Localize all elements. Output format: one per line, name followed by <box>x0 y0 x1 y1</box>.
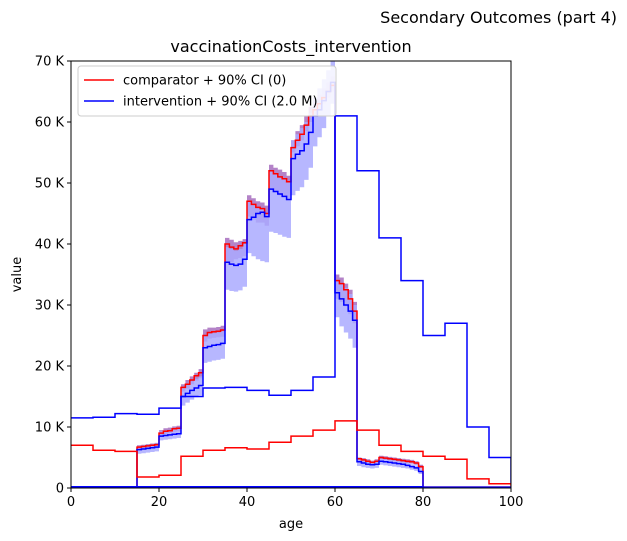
y-tick-label: 30 K <box>35 299 65 314</box>
y-tick-label: 40 K <box>35 238 65 253</box>
x-tick-label: 20 <box>151 495 168 510</box>
series-line <box>71 81 424 488</box>
y-axis-ticks: 0 10 K 20 K 30 K 40 K 50 K 60 K 70 K <box>35 55 71 497</box>
chart-title: vaccinationCosts_intervention <box>170 37 411 57</box>
x-axis-ticks: 0 20 40 60 80 100 <box>67 488 524 510</box>
y-tick-label: 10 K <box>35 421 65 436</box>
legend-box <box>77 65 337 117</box>
x-tick-label: 0 <box>67 495 75 510</box>
y-tick-label: 0 <box>56 482 64 497</box>
series-line <box>71 84 424 488</box>
x-tick-label: 80 <box>415 495 432 510</box>
legend: comparator + 90% CI (0) intervention + 90… <box>77 65 337 117</box>
series-line <box>71 486 511 488</box>
y-tick-label: 50 K <box>35 177 65 192</box>
x-tick-label: 100 <box>499 495 524 510</box>
figure-suptitle: Secondary Outcomes (part 4) <box>380 8 617 27</box>
y-tick-label: 20 K <box>35 360 65 375</box>
ci-bands <box>71 61 423 488</box>
y-axis-label: value <box>10 257 25 293</box>
legend-entry: intervention + 90% CI (2.0 M) <box>123 95 318 110</box>
legend-entry: comparator + 90% CI (0) <box>123 74 286 89</box>
series-lines <box>71 81 511 488</box>
y-tick-label: 70 K <box>35 55 65 70</box>
series-line <box>71 115 511 484</box>
y-tick-label: 60 K <box>35 116 65 131</box>
x-axis-label: age <box>279 517 303 532</box>
axes-frame <box>70 60 512 489</box>
series-line <box>71 420 511 488</box>
x-tick-label: 40 <box>239 495 256 510</box>
x-tick-label: 60 <box>327 495 344 510</box>
ci-band <box>71 61 423 488</box>
